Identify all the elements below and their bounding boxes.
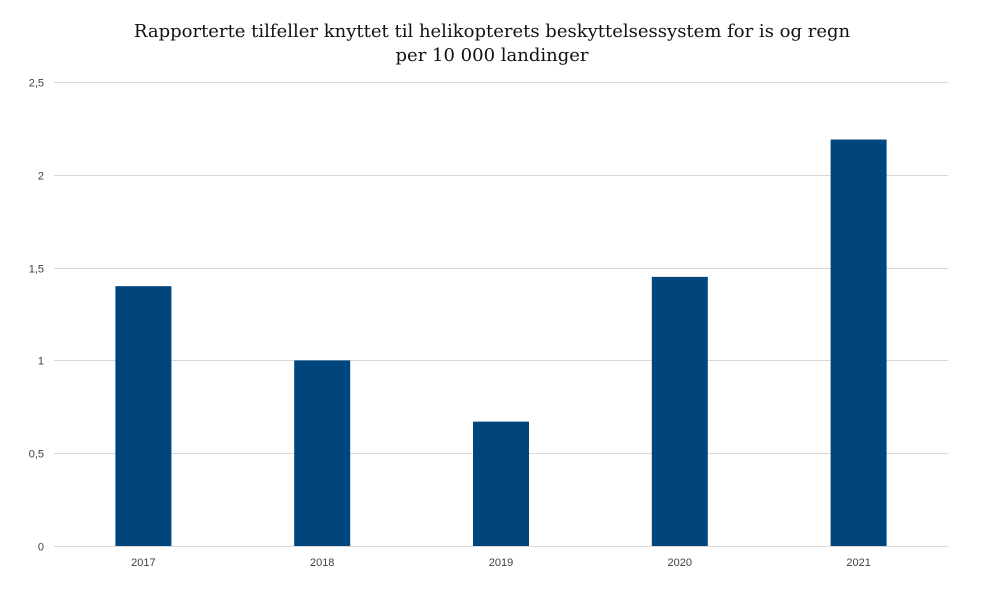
gridlines xyxy=(54,82,948,547)
y-tick-label: 0,5 xyxy=(29,449,44,461)
bar-2018 xyxy=(294,360,351,546)
x-tick-label: 2017 xyxy=(131,557,155,569)
chart-title: Rapporterte tilfeller knyttet til heliko… xyxy=(0,20,984,68)
x-tick-label: 2020 xyxy=(668,557,692,569)
y-tick-label: 0 xyxy=(38,542,44,554)
y-axis-ticks: 0 0,5 1 1,5 2 2,5 xyxy=(29,78,44,554)
bar-2020 xyxy=(651,276,708,546)
y-tick-label: 2,5 xyxy=(29,78,44,90)
x-tick-label: 2021 xyxy=(846,557,870,569)
x-tick-label: 2018 xyxy=(310,557,334,569)
bar-2019 xyxy=(473,421,529,546)
bars xyxy=(115,139,887,546)
x-axis-ticks: 2017 2018 2019 2020 2021 xyxy=(131,557,871,569)
y-tick-label: 1,5 xyxy=(29,264,44,276)
y-tick-label: 1 xyxy=(38,356,44,368)
chart-title-line-1: Rapporterte tilfeller knyttet til heliko… xyxy=(133,21,851,42)
bar-2017 xyxy=(115,286,172,546)
bar-2021 xyxy=(830,139,887,546)
x-tick-label: 2019 xyxy=(489,557,513,569)
chart-title-line-2: per 10 000 landinger xyxy=(395,45,589,66)
y-tick-label: 2 xyxy=(38,171,44,183)
